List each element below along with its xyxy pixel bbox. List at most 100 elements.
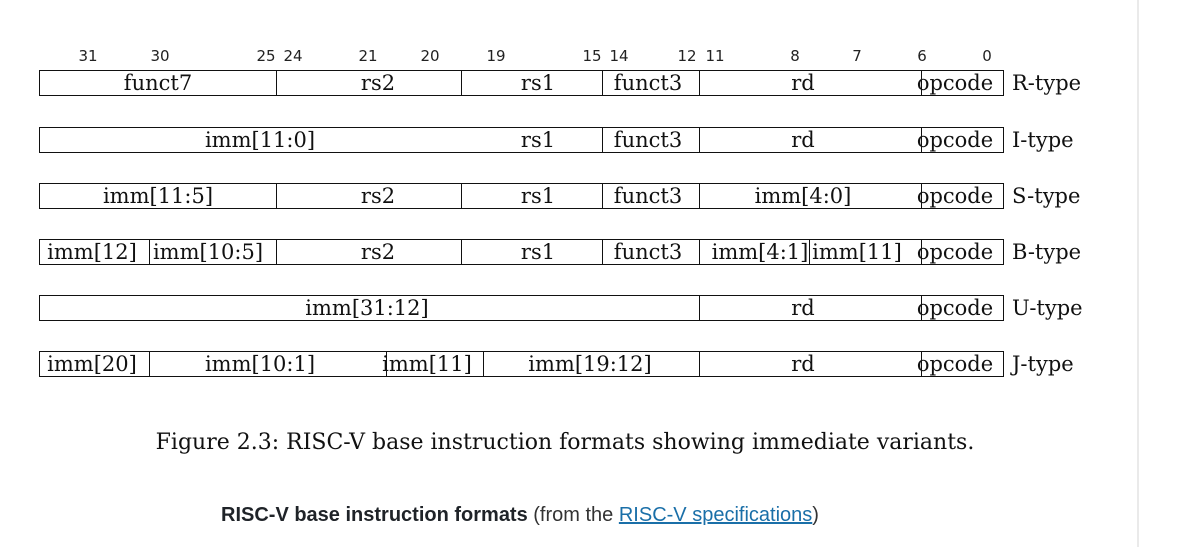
format-type-label: S-type [1012, 184, 1081, 208]
bit-number-0: 0 [982, 47, 992, 65]
field-label: opcode [916, 71, 994, 95]
field-cell-2 [921, 295, 1004, 321]
bit-number-21: 21 [358, 47, 378, 65]
field-cell-0 [39, 70, 277, 96]
format-row-b-type [39, 239, 1004, 265]
source-note: RISC-V base instruction formats (from th… [221, 504, 819, 527]
field-cell-3 [483, 351, 700, 377]
field-label: imm[31:12] [305, 296, 429, 320]
field-label: imm[20] [47, 352, 137, 376]
field-cell-1 [276, 183, 462, 209]
spec-link[interactable]: RISC-V specifications [618, 504, 813, 526]
bit-number-14: 14 [609, 47, 629, 65]
field-label: rs2 [360, 184, 396, 208]
bit-number-24: 24 [283, 47, 303, 65]
field-cell-0 [39, 127, 603, 153]
bit-number-25: 25 [256, 47, 276, 65]
field-cell-1 [276, 70, 462, 96]
bit-number-30: 30 [150, 47, 170, 65]
field-label: rd [791, 296, 815, 320]
field-cell-2 [386, 351, 484, 377]
field-cell-1 [149, 239, 277, 265]
format-row-s-type [39, 183, 1004, 209]
field-label: funct3 [613, 71, 683, 95]
format-row-r-type [39, 70, 1004, 96]
field-cell-5 [699, 239, 810, 265]
field-cell-4 [699, 183, 922, 209]
field-cell-0 [39, 295, 700, 321]
field-cell-2 [276, 239, 462, 265]
source-suffix: ) [812, 504, 819, 526]
field-label: imm[4:1] [711, 240, 809, 264]
field-cell-2 [461, 70, 603, 96]
field-label: imm[11] [812, 240, 902, 264]
bit-number-31: 31 [78, 47, 98, 65]
field-cell-4 [602, 239, 700, 265]
field-label: rs1 [520, 128, 556, 152]
bit-number-12: 12 [677, 47, 697, 65]
field-cell-6 [809, 239, 922, 265]
field-label: rs2 [360, 71, 396, 95]
field-label: funct3 [613, 184, 683, 208]
field-cell-3 [602, 183, 700, 209]
source-title: RISC-V base instruction formats [221, 504, 528, 526]
field-label: imm[11] [382, 352, 472, 376]
field-label: imm[4:0] [754, 184, 852, 208]
field-label: opcode [916, 184, 994, 208]
bit-number-11: 11 [705, 47, 725, 65]
bit-number-19: 19 [486, 47, 506, 65]
field-cell-0 [39, 239, 150, 265]
field-label: imm[11:0] [204, 128, 316, 152]
field-label: rd [791, 71, 815, 95]
field-label: rs1 [520, 240, 556, 264]
field-label: opcode [916, 128, 994, 152]
format-type-label: J-type [1012, 352, 1074, 376]
field-cell-0 [39, 351, 150, 377]
field-label: rs1 [520, 184, 556, 208]
format-row-j-type [39, 351, 1004, 377]
field-cell-4 [921, 127, 1004, 153]
format-row-u-type [39, 295, 1004, 321]
field-label: imm[19:12] [528, 352, 652, 376]
format-row-i-type [39, 127, 1004, 153]
field-label: imm[12] [47, 240, 137, 264]
field-label: opcode [916, 240, 994, 264]
field-label: rs2 [360, 240, 396, 264]
field-cell-7 [921, 239, 1004, 265]
bit-number-7: 7 [852, 47, 862, 65]
field-cell-3 [602, 70, 700, 96]
format-type-label: B-type [1012, 240, 1082, 264]
bit-number-20: 20 [420, 47, 440, 65]
bit-number-8: 8 [790, 47, 800, 65]
field-label: imm[11:5] [102, 184, 214, 208]
field-cell-2 [461, 183, 603, 209]
source-prefix: (from the [527, 504, 619, 526]
field-cell-0 [39, 183, 277, 209]
field-cell-3 [461, 239, 603, 265]
field-label: opcode [916, 296, 994, 320]
field-label: rs1 [520, 71, 556, 95]
field-label: funct3 [613, 240, 683, 264]
field-cell-1 [699, 295, 922, 321]
scrollbar-track [1137, 0, 1139, 547]
field-label: rd [791, 352, 815, 376]
field-label: imm[10:1] [204, 352, 316, 376]
field-label: opcode [916, 352, 994, 376]
field-label: imm[10:5] [152, 240, 264, 264]
field-cell-5 [921, 351, 1004, 377]
format-type-label: I-type [1012, 128, 1074, 152]
field-cell-5 [921, 70, 1004, 96]
format-type-label: R-type [1012, 71, 1082, 95]
figure-caption: Figure 2.3: RISC-V base instruction form… [155, 430, 975, 455]
field-label: funct3 [613, 128, 683, 152]
field-cell-3 [699, 127, 922, 153]
bit-number-15: 15 [582, 47, 602, 65]
field-cell-5 [921, 183, 1004, 209]
field-label: rd [791, 128, 815, 152]
field-cell-4 [699, 351, 922, 377]
field-cell-4 [699, 70, 922, 96]
field-cell-2 [602, 127, 700, 153]
field-label: funct7 [123, 71, 193, 95]
bit-number-6: 6 [917, 47, 927, 65]
